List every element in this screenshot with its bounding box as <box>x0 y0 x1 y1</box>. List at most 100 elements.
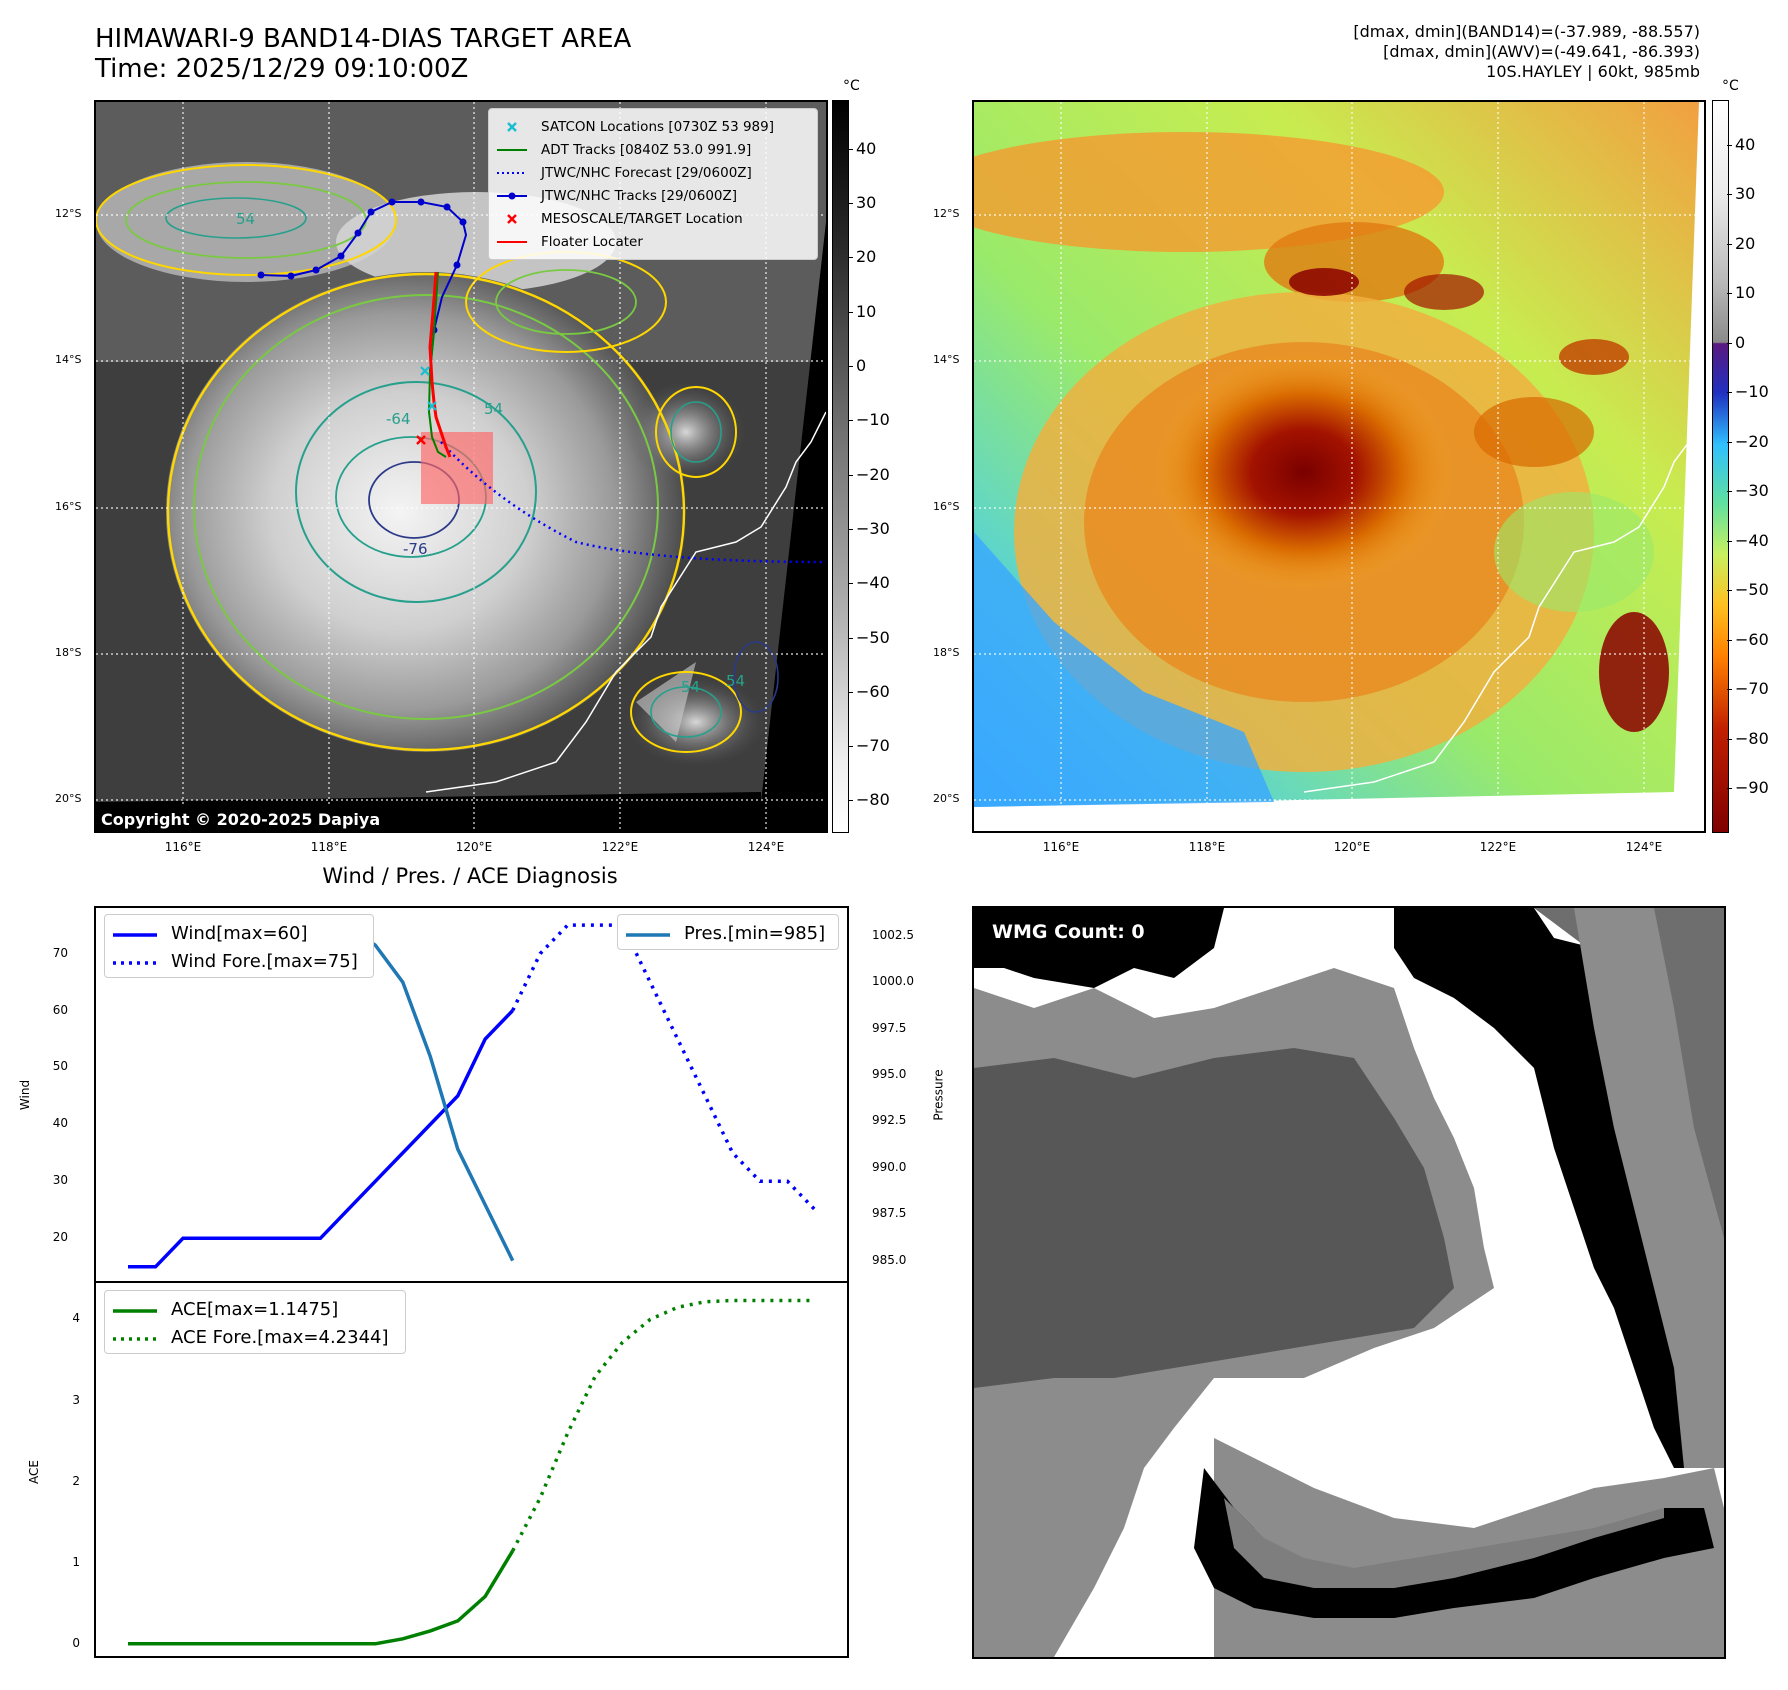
pressure-tick-label: 990.0 <box>872 1159 907 1174</box>
ace-tick-label: 2 <box>72 1473 80 1488</box>
pressure-tick-label: 987.5 <box>872 1206 907 1221</box>
ir-colorbar-tickmark <box>848 203 853 205</box>
wv-lon-label: 118°E <box>1188 840 1226 854</box>
wv-colorbar-tick: 40 <box>1735 134 1756 154</box>
wv-colorbar-tickmark <box>1727 540 1732 542</box>
wv-map <box>974 102 1704 831</box>
wind-tick-label: 60 <box>52 1002 68 1017</box>
legend-item: SATCON Locations [0730Z 53 989] <box>497 115 809 138</box>
ir-colorbar-tick: 0 <box>856 356 867 376</box>
info-awv-range: [dmax, dmin](AWV)=(-49.641, -86.393) <box>1383 42 1700 61</box>
legend-item: Wind[max=60] <box>113 922 308 944</box>
wv-colorbar-tick: −30 <box>1735 481 1769 501</box>
wv-colorbar-tick: −10 <box>1735 382 1769 402</box>
ir-colorbar-tickmark <box>848 637 853 639</box>
ir-gridlines <box>96 102 826 831</box>
pressure-tick-label: 1000.0 <box>872 974 914 989</box>
wmg-count-label: WMG Count: 0 <box>992 921 1145 943</box>
ir-colorbar-unit: °C <box>843 78 860 94</box>
ir-colorbar-tick: −40 <box>856 573 890 593</box>
wv-colorbar-tick: −50 <box>1735 580 1769 600</box>
wind-legend: Wind[max=60] Wind Fore.[max=75] <box>104 914 374 978</box>
ir-colorbar-tickmark <box>848 746 853 748</box>
wind-tick-label: 20 <box>52 1230 68 1245</box>
contour-label: 54 <box>681 678 700 696</box>
wv-colorbar-tickmark <box>1727 342 1732 344</box>
ir-coastline <box>425 411 826 793</box>
wv-lat-label: 12°S <box>933 207 960 220</box>
wind-axis-label: Wind <box>18 1079 33 1111</box>
wv-colorbar-tickmark <box>1727 194 1732 196</box>
ir-cyclone-cloud <box>166 272 686 752</box>
series-line-ace <box>128 1549 515 1646</box>
wv-colorbar-tickmark <box>1727 144 1732 146</box>
ir-colorbar-tick: −30 <box>856 518 890 538</box>
contour-label: 54 <box>236 210 255 228</box>
legend-item: ACE Fore.[max=4.2344] <box>113 1326 389 1348</box>
ir-colorbar-tick: 30 <box>856 193 877 213</box>
wv-cyclone-core <box>1154 352 1454 592</box>
satcon-markers <box>420 366 437 411</box>
series-line-wind <box>128 1009 514 1269</box>
contour-label: -64 <box>386 410 411 428</box>
wv-colorbar-tick: −20 <box>1735 431 1769 451</box>
pressure-tick-label: 985.0 <box>872 1252 907 1267</box>
legend-item: MESOSCALE/TARGET Location <box>497 207 809 230</box>
ace-tick-label: 1 <box>72 1554 80 1569</box>
contour-label: 54 <box>726 672 745 690</box>
wv-colorbar-tick: −60 <box>1735 629 1769 649</box>
floater-box <box>421 432 493 504</box>
pressure-tick-label: 995.0 <box>872 1067 907 1081</box>
ace-tick-label: 0 <box>72 1635 80 1650</box>
ir-colorbar-tick: −60 <box>856 681 890 701</box>
ir-lon-label: 122°E <box>601 840 639 854</box>
ir-colorbar-tickmark <box>848 691 853 693</box>
wmg-panel: WMG Count: 0 <box>972 906 1726 1659</box>
adt-track <box>427 271 447 458</box>
pressure-legend: Pres.[min=985] <box>617 914 839 950</box>
figure-title: HIMAWARI-9 BAND14-DIAS TARGET AREA <box>95 24 632 54</box>
wind-tick-label: 30 <box>52 1173 68 1188</box>
wv-colorbar-tickmark <box>1727 243 1732 245</box>
ir-lon-label: 120°E <box>455 840 493 854</box>
ir-lat-label: 14°S <box>55 353 82 366</box>
wv-lat-label: 20°S <box>933 792 960 805</box>
legend-item: Pres.[min=985] <box>626 922 826 944</box>
ir-colorbar-tickmark <box>848 148 853 150</box>
wv-colorbar-tickmark <box>1727 689 1732 691</box>
wv-colorbar-tick: −70 <box>1735 679 1769 699</box>
pressure-axis-label: Pressure <box>931 1069 946 1121</box>
wv-coastline <box>1303 411 1704 793</box>
ir-colorbar-tick: 20 <box>856 247 877 267</box>
pressure-tick-label: 1002.5 <box>872 927 914 942</box>
wv-lon-label: 120°E <box>1333 840 1371 854</box>
ir-colorbar-tickmark <box>848 474 853 476</box>
legend-item: JTWC/NHC Tracks [29/0600Z] <box>497 184 809 207</box>
contour-label: 54 <box>484 400 503 418</box>
pressure-tick-label: 992.5 <box>872 1113 907 1128</box>
ace-tick-label: 3 <box>72 1392 80 1407</box>
legend-item: Wind Fore.[max=75] <box>113 950 358 972</box>
wv-map-panel <box>972 100 1706 833</box>
series-line-wind-fore- <box>511 923 817 1212</box>
contour-label: -76 <box>403 540 428 558</box>
ace-panel <box>94 1281 849 1658</box>
ir-colorbar-tickmark <box>848 583 853 585</box>
contour-yellow <box>166 272 686 752</box>
wv-lon-label: 122°E <box>1479 840 1517 854</box>
wmg-map: WMG Count: 0 <box>974 908 1724 1657</box>
ir-colorbar-tick: −70 <box>856 736 890 756</box>
ir-colorbar-tickmark <box>848 528 853 530</box>
wv-colorbar-tickmark <box>1727 392 1732 394</box>
wv-lon-label: 116°E <box>1042 840 1080 854</box>
ir-colorbar-tickmark <box>848 311 853 313</box>
wv-colorbar-tickmark <box>1727 738 1732 740</box>
ir-lat-label: 18°S <box>55 646 82 659</box>
info-band14-range: [dmax, dmin](BAND14)=(-37.989, -88.557) <box>1353 22 1700 41</box>
wv-colorbar-tickmark <box>1727 491 1732 493</box>
ir-colorbar <box>832 100 849 833</box>
contour-teal <box>295 381 537 603</box>
jtwc-forecast <box>440 441 826 564</box>
wv-lat-label: 18°S <box>933 646 960 659</box>
floater-locater <box>428 271 452 458</box>
